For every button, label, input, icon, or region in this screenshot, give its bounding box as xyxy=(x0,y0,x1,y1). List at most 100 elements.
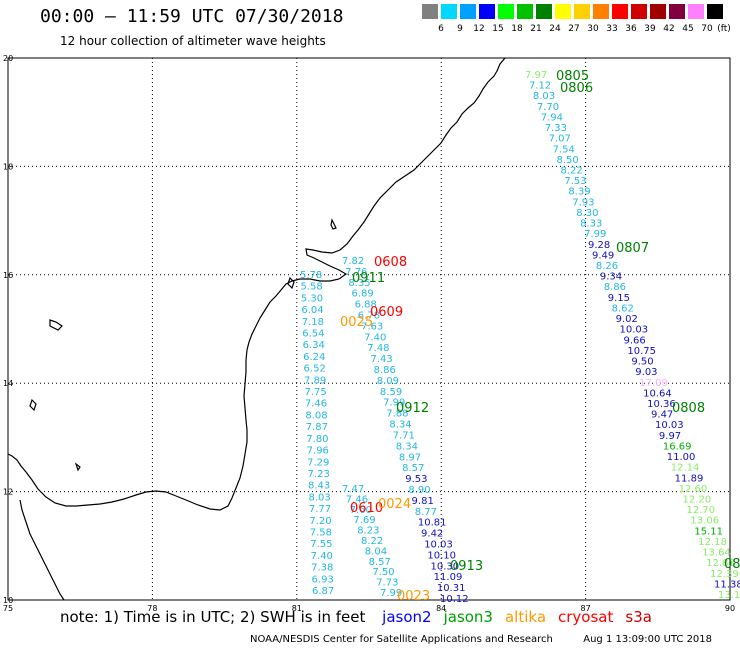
wave-height-value: 8.23 xyxy=(357,526,379,537)
wave-height-value: 12.14 xyxy=(671,463,700,474)
wave-height-value: 6.93 xyxy=(312,574,334,585)
wave-height-value: 6.78 xyxy=(358,311,380,322)
color-scale-label: 33 xyxy=(606,24,618,34)
wave-height-value: 7.33 xyxy=(545,123,567,134)
wave-height-value: 7.50 xyxy=(372,567,394,578)
color-swatch xyxy=(422,4,438,19)
color-scale-label: 30 xyxy=(587,24,599,34)
color-swatch xyxy=(555,4,571,19)
color-scale-label: 39 xyxy=(644,24,656,34)
wave-height-value: 8.86 xyxy=(604,282,626,293)
pass-time-label: 0806 xyxy=(560,81,593,96)
central-america-coast xyxy=(7,57,506,511)
color-scale-label: 21 xyxy=(530,24,542,34)
x-tick-label: 84 xyxy=(436,604,446,613)
wave-height-value: 9.50 xyxy=(631,357,653,368)
wave-height-value: 8.59 xyxy=(380,387,402,398)
wave-height-value: 8.77 xyxy=(415,507,437,518)
wave-height-value: 9.42 xyxy=(421,529,443,540)
wave-height-value: 17.09 xyxy=(639,378,668,389)
island-small-5 xyxy=(74,462,81,472)
wave-height-value: 7.71 xyxy=(393,430,415,441)
wave-height-value: 10.30 xyxy=(431,561,460,572)
wave-height-value: 7.93 xyxy=(572,197,594,208)
satellite-legend-item: jason3 xyxy=(443,608,493,626)
y-tick-label: 14 xyxy=(3,379,13,388)
credit-text: NOAA/NESDIS Center for Satellite Applica… xyxy=(250,634,553,645)
y-tick-label: 18 xyxy=(3,162,13,171)
wave-height-value: 7.47 xyxy=(342,484,364,495)
color-scale-label: 15 xyxy=(492,24,504,34)
wave-height-value: 7.97 xyxy=(525,70,547,81)
wave-height-value: 8.22 xyxy=(361,536,383,547)
wave-height-value: 7.07 xyxy=(549,134,571,145)
wave-height-value: 8.22 xyxy=(560,166,582,177)
color-scale-label: 6 xyxy=(438,24,444,34)
wave-height-value: 9.97 xyxy=(659,431,681,442)
wave-height-value: 7.96 xyxy=(307,446,329,457)
color-scale-unit: (ft) xyxy=(717,24,731,34)
pass-time-label: 0807 xyxy=(616,241,649,256)
wave-height-value: 7.88 xyxy=(386,409,408,420)
color-scale-label: 42 xyxy=(663,24,675,34)
wave-height-value: 11.09 xyxy=(434,572,463,583)
color-scale-label: 24 xyxy=(549,24,561,34)
wave-height-value: 11.89 xyxy=(675,473,704,484)
wave-height-value: 10.31 xyxy=(437,583,466,594)
x-tick-label: 87 xyxy=(581,604,591,613)
wave-height-value: 7.76 xyxy=(345,267,367,278)
wave-height-value: 12.18 xyxy=(698,537,727,548)
wave-height-value: 7.99 xyxy=(584,229,606,240)
x-tick-label: 90 xyxy=(725,604,735,613)
wave-height-value: 12.60 xyxy=(679,484,708,495)
coastline xyxy=(7,57,506,601)
color-swatch xyxy=(441,4,457,19)
wave-height-value: 7.40 xyxy=(364,332,386,343)
pass-time-label: 08 xyxy=(724,557,740,572)
pass-time-label: 0610 xyxy=(350,501,383,516)
wave-height-value: 8.57 xyxy=(402,463,424,474)
wave-height-value: 5.30 xyxy=(301,293,323,304)
wave-height-value: 13.64 xyxy=(702,548,731,559)
wave-height-value: 7.70 xyxy=(537,102,559,113)
wave-height-value: 8.08 xyxy=(305,410,327,421)
wave-height-value: 7.89 xyxy=(304,375,326,386)
x-tick-label: 75 xyxy=(3,604,13,613)
wave-height-value: 7.75 xyxy=(304,387,326,398)
wave-height-value: 8.34 xyxy=(389,420,411,431)
color-scale-label: 70 xyxy=(701,24,713,34)
pass-time-label: 0608 xyxy=(374,255,407,270)
wave-height-value: 7.94 xyxy=(541,112,563,123)
island-small-3 xyxy=(49,319,63,331)
color-swatch xyxy=(631,4,647,19)
wave-height-value: 7.87 xyxy=(306,422,328,433)
wave-height-value: 8.04 xyxy=(365,546,387,557)
color-swatch xyxy=(593,4,609,19)
wave-height-value: 8.86 xyxy=(374,365,396,376)
color-swatch xyxy=(498,4,514,19)
color-swatch xyxy=(612,4,628,19)
color-swatch xyxy=(460,4,476,19)
wave-height-value: 6.89 xyxy=(351,289,373,300)
wave-height-value: 6.24 xyxy=(303,352,325,363)
color-scale-label: 18 xyxy=(511,24,523,34)
color-scale-label: 36 xyxy=(625,24,637,34)
color-swatch xyxy=(669,4,685,19)
color-swatch xyxy=(574,4,590,19)
y-tick-label: 10 xyxy=(3,596,13,605)
wave-height-value: 7.20 xyxy=(309,516,331,527)
wave-height-value: 5.58 xyxy=(300,282,322,293)
satellite-legend-item: cryosat xyxy=(558,608,614,626)
wave-height-value: 7.40 xyxy=(311,551,333,562)
color-scale-label: 9 xyxy=(457,24,463,34)
axis-tick-labels: 75 78 81 84 87 90 20 18 16 14 12 10 xyxy=(3,54,735,613)
wave-height-value: 10.75 xyxy=(627,346,656,357)
x-tick-label: 81 xyxy=(292,604,302,613)
wave-height-value: 7.53 xyxy=(564,176,586,187)
wave-height-value: 8.26 xyxy=(596,261,618,272)
satellite-legend-item: altika xyxy=(504,608,547,626)
wave-height-value: 8.62 xyxy=(612,303,634,314)
wave-height-value: 16.69 xyxy=(663,441,692,452)
wave-height-value: 9.66 xyxy=(623,335,645,346)
